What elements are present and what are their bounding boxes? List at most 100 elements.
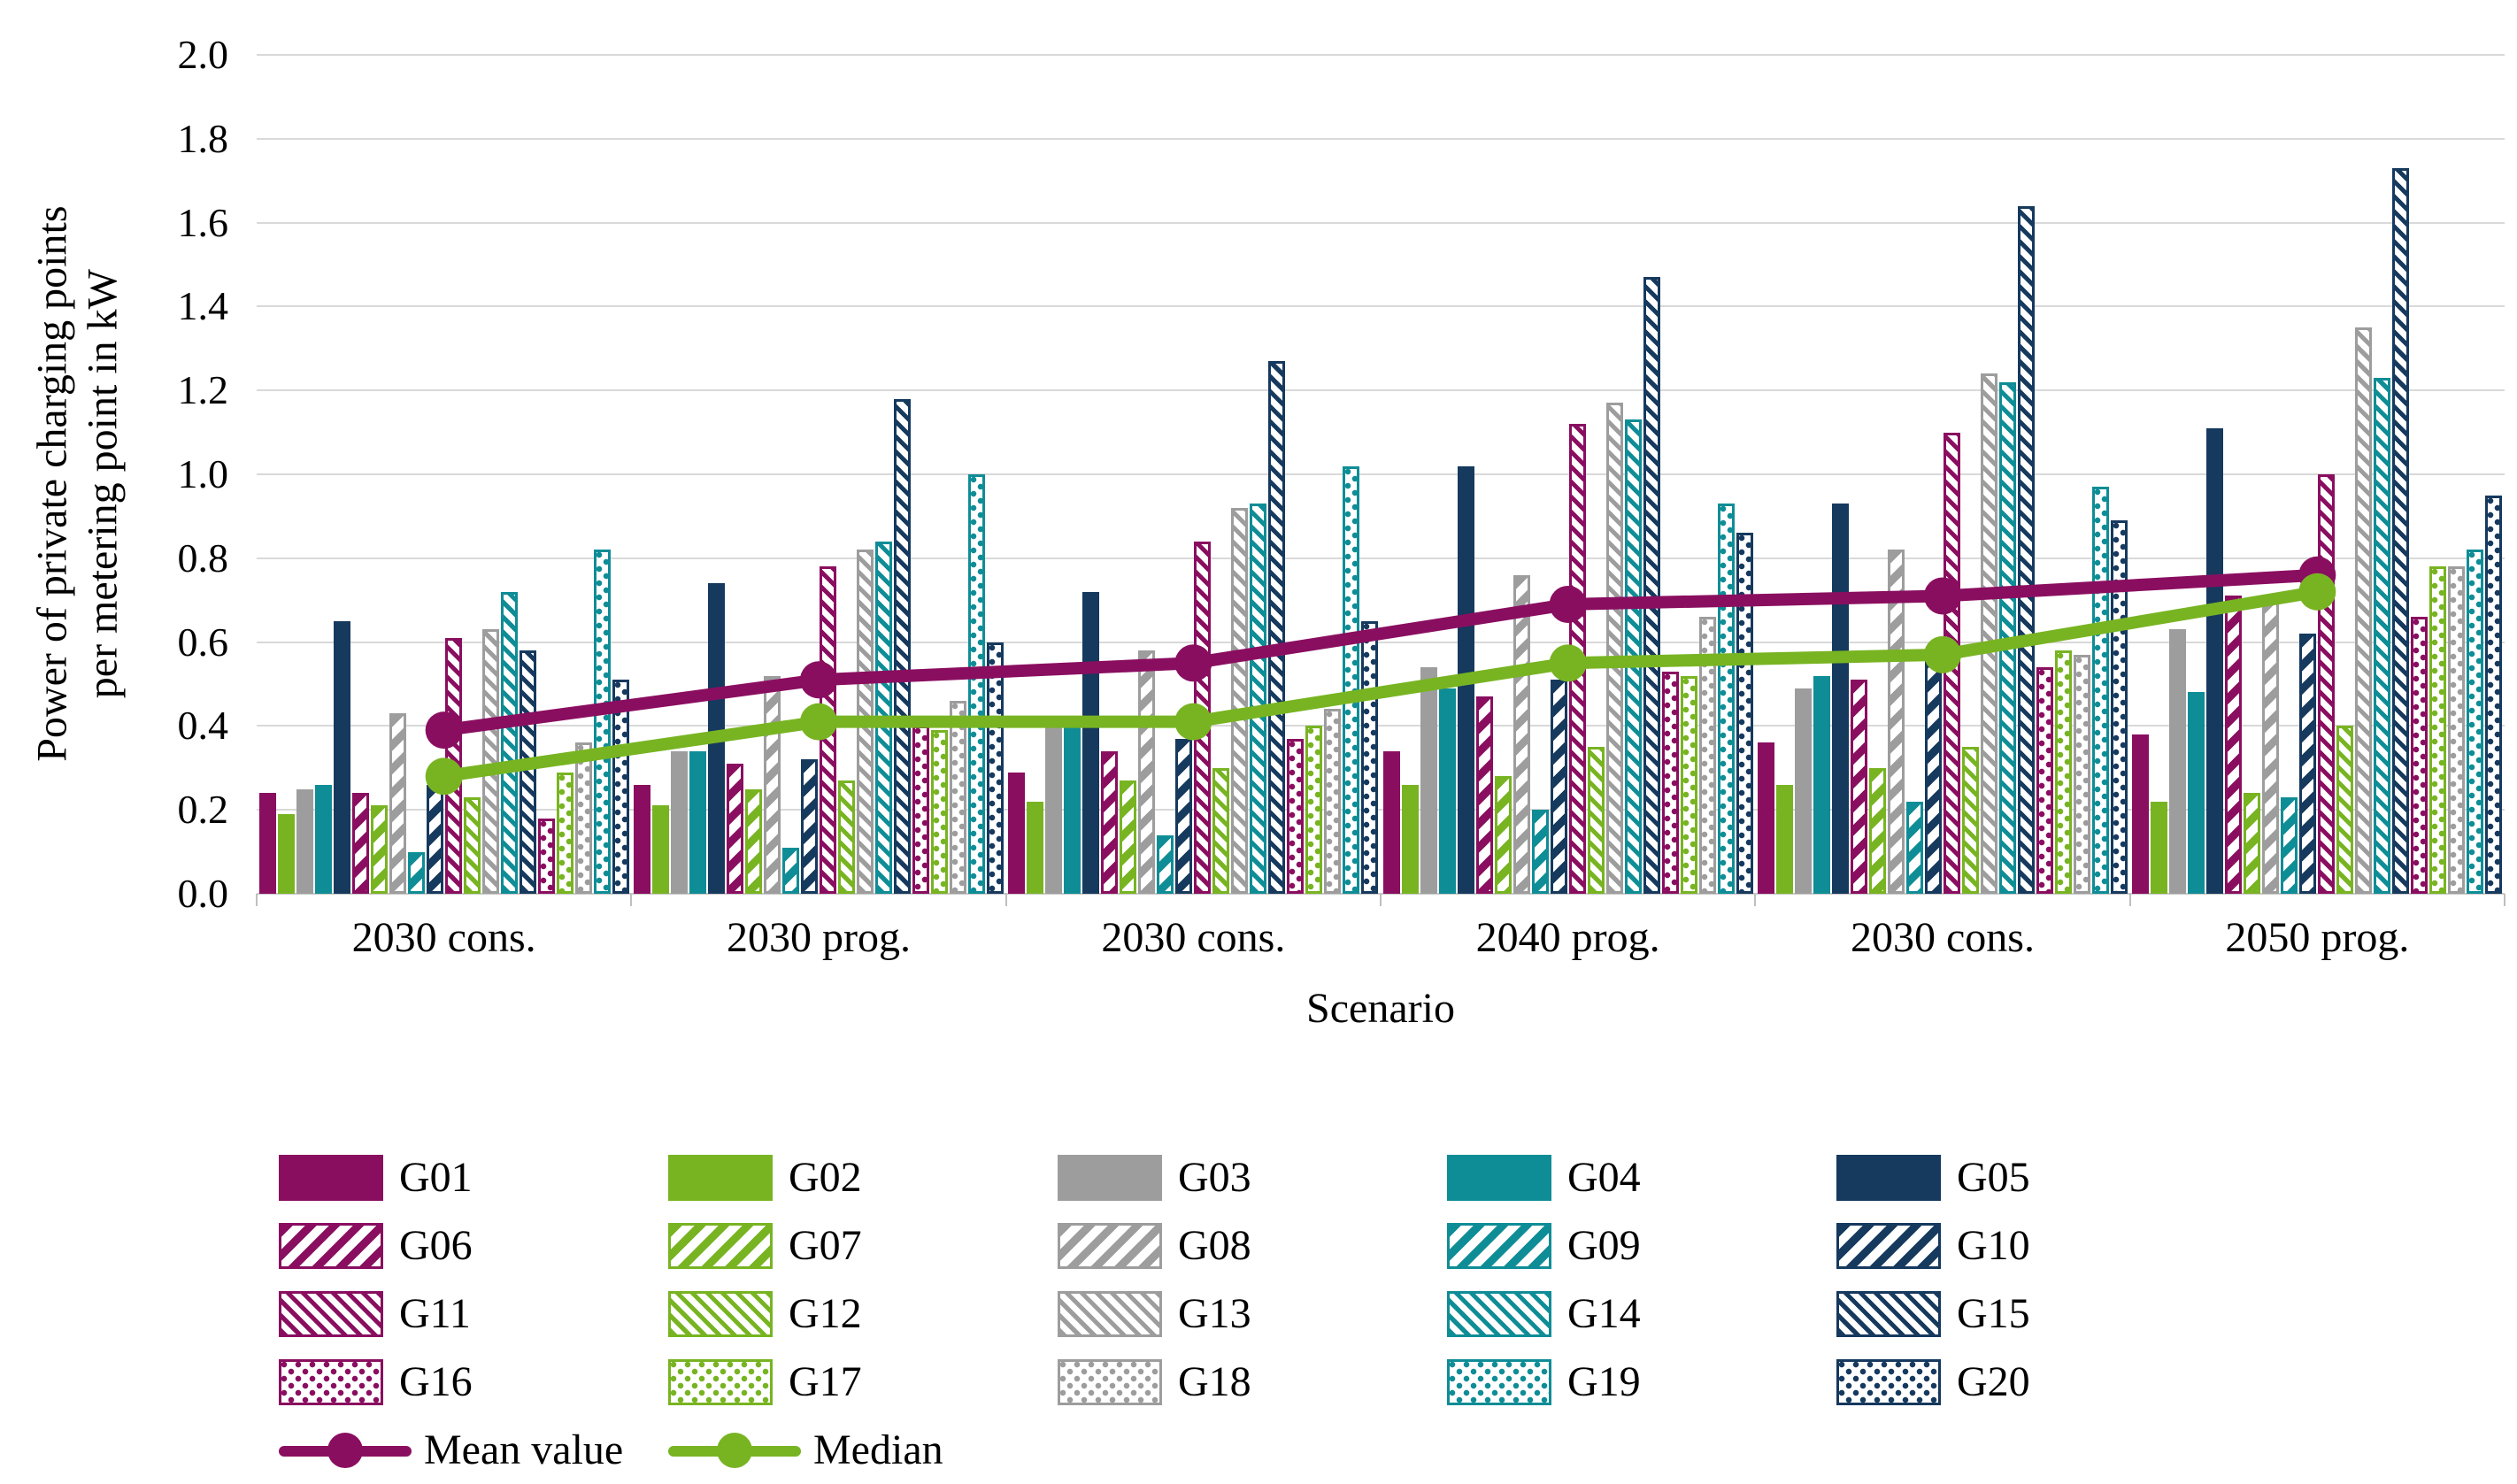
y-tick-label: 0.2 [177, 787, 229, 833]
bar-g02-6 [2151, 801, 2168, 894]
bar-g03-2 [670, 750, 688, 894]
bar-g04-5 [1813, 675, 1830, 894]
gridline-0.2 [257, 809, 2505, 811]
bar-g15-3 [1268, 361, 1286, 894]
bar-g13-3 [1231, 507, 1249, 894]
bar-g14-3 [1250, 504, 1267, 894]
legend-swatch-g16 [279, 1358, 383, 1405]
bar-group-3 [1006, 55, 1381, 894]
bar-g20-2 [986, 642, 1004, 894]
legend-label-g14: G14 [1567, 1290, 1641, 1337]
legend-label-g17: G17 [789, 1358, 862, 1405]
x-axis-tick [2504, 894, 2505, 906]
bar-g05-1 [333, 620, 350, 894]
x-category-label-4: 2040 prog. [1475, 914, 1660, 961]
legend-swatch-g15 [1836, 1290, 1941, 1337]
legend-item-g07: G07 [668, 1221, 1058, 1270]
legend-row-4: G16 G17 G18 G19 G20 [279, 1348, 2314, 1416]
legend-swatch-g13 [1058, 1290, 1162, 1337]
legend-swatch-g01 [279, 1154, 383, 1201]
bar-g13-1 [481, 629, 499, 894]
bar-g14-1 [500, 591, 518, 894]
legend-swatch-g07 [668, 1222, 773, 1269]
legend-item-g18: G18 [1058, 1357, 1447, 1406]
bar-g12-1 [463, 796, 481, 894]
bar-g09-2 [781, 847, 799, 894]
bar-g08-1 [389, 713, 406, 894]
legend-item-g11: G11 [279, 1289, 668, 1338]
bar-g04-4 [1438, 688, 1456, 894]
bar-g09-1 [407, 851, 425, 894]
legend-swatch-g03 [1058, 1154, 1162, 1201]
bar-g17-3 [1305, 726, 1323, 894]
bar-g07-2 [744, 788, 762, 894]
legend-swatch-g17 [668, 1358, 773, 1405]
y-axis-title-line1: Power of private charging points [28, 205, 76, 762]
bar-g17-1 [556, 772, 573, 894]
bar-g20-6 [2485, 495, 2503, 894]
bar-group-6 [2130, 55, 2505, 894]
y-tick-label: 0.8 [177, 534, 229, 581]
median-line [437, 585, 2324, 783]
legend-label-g06: G06 [399, 1222, 473, 1269]
bar-g18-3 [1324, 709, 1342, 894]
y-tick-label: 1.4 [177, 283, 229, 329]
bar-g07-3 [1120, 780, 1137, 894]
bar-g12-6 [2336, 726, 2354, 894]
bar-g07-4 [1494, 776, 1512, 894]
bar-g15-6 [2392, 167, 2410, 894]
bar-g16-4 [1661, 671, 1679, 894]
bar-g02-1 [277, 813, 295, 894]
legend-label-g10: G10 [1957, 1222, 2030, 1269]
legend-label-g04: G04 [1567, 1154, 1641, 1201]
bar-g15-1 [519, 650, 536, 894]
gridline-1.4 [257, 305, 2505, 308]
bar-g10-5 [1924, 654, 1942, 894]
bar-g12-2 [837, 780, 855, 894]
legend-item-g04: G04 [1447, 1153, 1836, 1202]
bar-g16-6 [2411, 617, 2428, 894]
x-category-label-6: 2050 prog. [2225, 914, 2410, 961]
bar-g14-6 [2374, 377, 2391, 894]
bar-g18-4 [1698, 617, 1716, 894]
gridline-1.0 [257, 473, 2505, 475]
bar-g03-6 [2169, 629, 2187, 894]
bar-g06-6 [2225, 596, 2243, 894]
mean-value-marker [1549, 585, 1587, 623]
legend-label-g16: G16 [399, 1358, 473, 1405]
y-axis-title-line2: per metering point in kW [79, 269, 126, 699]
bar-g12-4 [1587, 747, 1605, 894]
legend-swatch-g05 [1836, 1154, 1941, 1201]
legend-item-g08: G08 [1058, 1221, 1447, 1270]
legend-item-g01: G01 [279, 1153, 668, 1202]
legend-label-g15: G15 [1957, 1290, 2030, 1337]
bar-g07-6 [2244, 793, 2261, 894]
legend-label-g20: G20 [1957, 1358, 2030, 1405]
bar-g10-6 [2299, 634, 2317, 894]
bar-g13-5 [1980, 373, 1997, 894]
bar-g19-6 [2467, 550, 2484, 894]
legend-swatch-g19 [1447, 1358, 1551, 1405]
bar-g15-5 [2017, 205, 2035, 894]
median-marker [1549, 644, 1587, 682]
bar-g17-2 [930, 730, 948, 894]
legend-item-g12: G12 [668, 1289, 1058, 1338]
bar-g18-1 [574, 742, 592, 894]
median-marker [800, 703, 837, 741]
legend-swatch-g20 [1836, 1358, 1941, 1405]
legend-label-g01: G01 [399, 1154, 473, 1201]
legend-item-g13: G13 [1058, 1289, 1447, 1338]
legend-item-g15: G15 [1836, 1289, 2226, 1338]
bar-g06-1 [351, 793, 369, 894]
legend-label-g12: G12 [789, 1290, 862, 1337]
legend-item-mean-value: Mean value [279, 1426, 668, 1474]
x-category-label-5: 2030 cons. [1851, 914, 2035, 961]
bar-g06-3 [1101, 750, 1119, 894]
legend-swatch-g06 [279, 1222, 383, 1269]
bar-g06-4 [1475, 696, 1493, 894]
bar-g03-5 [1794, 688, 1812, 894]
bar-g17-6 [2429, 566, 2447, 894]
legend-label-g09: G09 [1567, 1222, 1641, 1269]
legend-line-swatch-median [668, 1427, 801, 1473]
bar-g07-5 [1868, 767, 1886, 894]
